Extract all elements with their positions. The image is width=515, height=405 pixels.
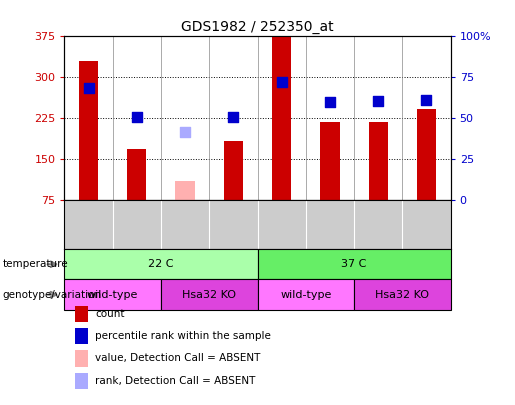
- Point: [181, 129, 189, 135]
- Point: [84, 85, 93, 92]
- Bar: [224, 141, 243, 200]
- Bar: [64, 249, 258, 279]
- Point: [326, 99, 334, 105]
- Text: genotype/variation: genotype/variation: [3, 290, 101, 300]
- Text: percentile rank within the sample: percentile rank within the sample: [95, 331, 271, 341]
- Bar: [272, 36, 291, 200]
- Bar: [64, 279, 161, 310]
- Bar: [161, 279, 258, 310]
- Point: [374, 98, 382, 104]
- Bar: [354, 279, 451, 310]
- Text: value, Detection Call = ABSENT: value, Detection Call = ABSENT: [95, 354, 261, 363]
- Point: [278, 79, 286, 85]
- Point: [422, 97, 431, 104]
- Bar: [127, 149, 146, 200]
- Bar: [369, 122, 388, 200]
- Text: 37 C: 37 C: [341, 259, 367, 269]
- Bar: [258, 279, 354, 310]
- Point: [229, 113, 237, 120]
- Point: [133, 113, 141, 120]
- Text: Hsa32 KO: Hsa32 KO: [182, 290, 236, 300]
- Text: Hsa32 KO: Hsa32 KO: [375, 290, 430, 300]
- Bar: [79, 61, 98, 200]
- Text: count: count: [95, 309, 125, 319]
- Bar: [320, 122, 339, 200]
- Text: 22 C: 22 C: [148, 259, 174, 269]
- Title: GDS1982 / 252350_at: GDS1982 / 252350_at: [181, 20, 334, 34]
- Bar: [176, 181, 195, 200]
- Text: wild-type: wild-type: [280, 290, 332, 300]
- Text: temperature: temperature: [3, 259, 68, 269]
- Bar: [258, 249, 451, 279]
- Text: wild-type: wild-type: [87, 290, 139, 300]
- Bar: [417, 109, 436, 200]
- Text: rank, Detection Call = ABSENT: rank, Detection Call = ABSENT: [95, 376, 255, 386]
